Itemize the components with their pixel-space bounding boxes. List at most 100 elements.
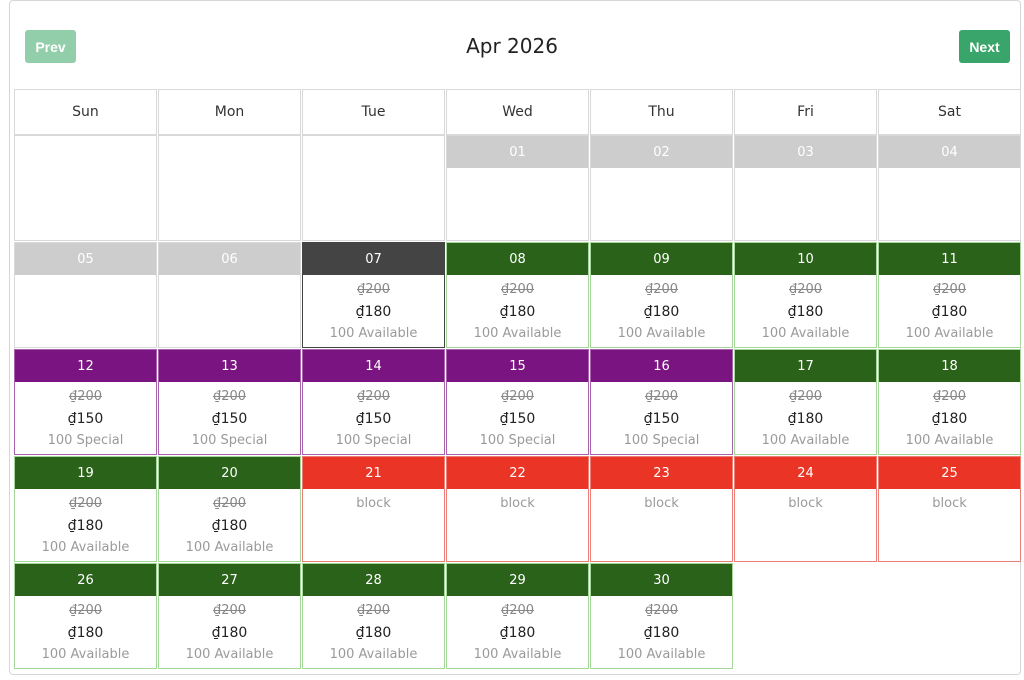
day-details: ₫200 ₫150 100 Special — [303, 382, 444, 452]
day-details: ₫200 ₫180 100 Available — [159, 596, 300, 666]
day-cell-09[interactable]: 09 ₫200 ₫180 100 Available — [590, 242, 733, 348]
day-details: ₫200 ₫180 100 Available — [447, 275, 588, 345]
day-cell-12[interactable]: 12 ₫200 ₫150 100 Special — [14, 349, 157, 455]
current-price: ₫180 — [931, 304, 968, 320]
day-cell-25[interactable]: 25 block — [878, 456, 1021, 562]
day-number: 04 — [879, 136, 1020, 168]
availability-label: 100 Available — [905, 433, 994, 448]
day-number: 22 — [447, 457, 588, 489]
day-details: ₫200 ₫180 100 Available — [159, 489, 300, 559]
day-number: 06 — [159, 243, 300, 275]
original-price: ₫200 — [212, 496, 247, 511]
day-cell-14[interactable]: 14 ₫200 ₫150 100 Special — [302, 349, 445, 455]
current-price: ₫150 — [67, 411, 104, 427]
availability-label: 100 Available — [41, 540, 130, 555]
original-price: ₫200 — [788, 282, 823, 297]
day-number: 28 — [303, 564, 444, 596]
day-details: block — [447, 489, 588, 515]
day-details — [879, 168, 1020, 172]
day-number: 08 — [447, 243, 588, 275]
day-cell-28[interactable]: 28 ₫200 ₫180 100 Available — [302, 563, 445, 669]
day-details: ₫200 ₫150 100 Special — [447, 382, 588, 452]
day-cell-30[interactable]: 30 ₫200 ₫180 100 Available — [590, 563, 733, 669]
day-details: ₫200 ₫150 100 Special — [15, 382, 156, 452]
day-cell-11[interactable]: 11 ₫200 ₫180 100 Available — [878, 242, 1021, 348]
day-details: ₫200 ₫180 100 Available — [735, 382, 876, 452]
day-cell-02: 02 — [590, 135, 733, 241]
day-cell-17[interactable]: 17 ₫200 ₫180 100 Available — [734, 349, 877, 455]
day-details: block — [591, 489, 732, 515]
current-price: ₫150 — [355, 411, 392, 427]
prev-month-button[interactable]: Prev — [25, 30, 76, 63]
day-cell-16[interactable]: 16 ₫200 ₫150 100 Special — [590, 349, 733, 455]
day-details: block — [879, 489, 1020, 515]
day-cell-18[interactable]: 18 ₫200 ₫180 100 Available — [878, 349, 1021, 455]
availability-label: 100 Available — [185, 647, 274, 662]
day-number: 27 — [159, 564, 300, 596]
day-cell-21[interactable]: 21 block — [302, 456, 445, 562]
day-details: block — [303, 489, 444, 515]
current-price: ₫150 — [643, 411, 680, 427]
original-price: ₫200 — [644, 389, 679, 404]
availability-label: 100 Available — [761, 326, 850, 341]
day-cell-27[interactable]: 27 ₫200 ₫180 100 Available — [158, 563, 301, 669]
current-price: ₫180 — [787, 411, 824, 427]
original-price: ₫200 — [644, 282, 679, 297]
day-cell-24[interactable]: 24 block — [734, 456, 877, 562]
current-price: ₫180 — [355, 304, 392, 320]
day-cell-13[interactable]: 13 ₫200 ₫150 100 Special — [158, 349, 301, 455]
day-details: ₫200 ₫150 100 Special — [159, 382, 300, 452]
day-cell-22[interactable]: 22 block — [446, 456, 589, 562]
availability-label: 100 Available — [473, 647, 562, 662]
day-number: 23 — [591, 457, 732, 489]
original-price: ₫200 — [68, 496, 103, 511]
day-number: 05 — [15, 243, 156, 275]
day-details: ₫200 ₫180 100 Available — [15, 489, 156, 559]
day-number: 24 — [735, 457, 876, 489]
day-number: 29 — [447, 564, 588, 596]
day-cell-07[interactable]: 07 ₫200 ₫180 100 Available — [302, 242, 445, 348]
block-label: block — [500, 496, 535, 511]
day-cell-15[interactable]: 15 ₫200 ₫150 100 Special — [446, 349, 589, 455]
day-details: ₫200 ₫180 100 Available — [303, 596, 444, 666]
day-cell-10[interactable]: 10 ₫200 ₫180 100 Available — [734, 242, 877, 348]
day-details — [591, 168, 732, 172]
availability-label: 100 Available — [761, 433, 850, 448]
day-cell-20[interactable]: 20 ₫200 ₫180 100 Available — [158, 456, 301, 562]
current-price: ₫180 — [499, 625, 536, 641]
availability-label: 100 Available — [329, 326, 418, 341]
original-price: ₫200 — [932, 282, 967, 297]
original-price: ₫200 — [356, 389, 391, 404]
block-label: block — [932, 496, 967, 511]
current-price: ₫180 — [355, 625, 392, 641]
original-price: ₫200 — [500, 389, 535, 404]
day-number: 02 — [591, 136, 732, 168]
weekday-header-wed: Wed — [446, 89, 589, 135]
availability-label: 100 Special — [47, 433, 124, 448]
next-month-button[interactable]: Next — [959, 30, 1010, 63]
empty-day-cell — [158, 135, 301, 241]
day-details — [735, 168, 876, 172]
day-cell-19[interactable]: 19 ₫200 ₫180 100 Available — [14, 456, 157, 562]
current-price: ₫150 — [499, 411, 536, 427]
weekday-header-sat: Sat — [878, 89, 1021, 135]
original-price: ₫200 — [68, 603, 103, 618]
current-price: ₫180 — [787, 304, 824, 320]
day-number: 01 — [447, 136, 588, 168]
day-cell-06: 06 — [158, 242, 301, 348]
day-cell-23[interactable]: 23 block — [590, 456, 733, 562]
block-label: block — [644, 496, 679, 511]
current-price: ₫180 — [211, 518, 248, 534]
availability-label: 100 Available — [473, 326, 562, 341]
weekday-header-mon: Mon — [158, 89, 301, 135]
availability-label: 100 Available — [41, 647, 130, 662]
day-number: 07 — [303, 243, 444, 275]
day-cell-26[interactable]: 26 ₫200 ₫180 100 Available — [14, 563, 157, 669]
day-cell-29[interactable]: 29 ₫200 ₫180 100 Available — [446, 563, 589, 669]
original-price: ₫200 — [356, 603, 391, 618]
day-cell-08[interactable]: 08 ₫200 ₫180 100 Available — [446, 242, 589, 348]
day-number: 14 — [303, 350, 444, 382]
original-price: ₫200 — [932, 389, 967, 404]
day-details: ₫200 ₫180 100 Available — [879, 382, 1020, 452]
weekday-header-tue: Tue — [302, 89, 445, 135]
